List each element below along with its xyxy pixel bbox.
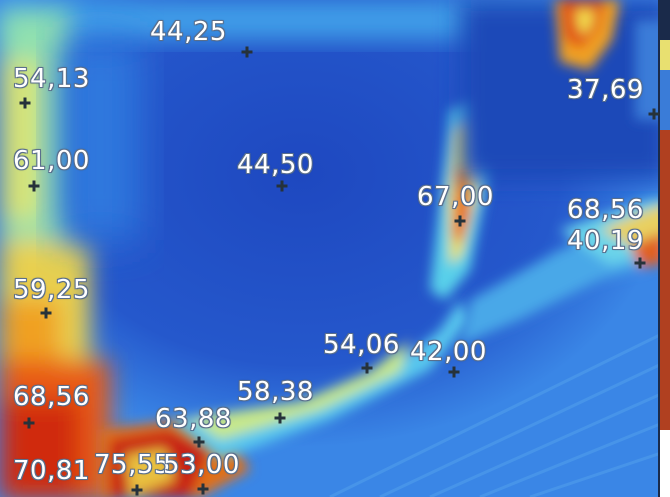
temperature-label: 58,38 (237, 377, 314, 407)
measurement-crosshair-icon (276, 180, 288, 192)
temperature-label: 67,00 (417, 182, 494, 212)
measurement-crosshair-icon (241, 46, 253, 58)
measurement-crosshair-icon (28, 180, 40, 192)
temperature-label: 61,00 (13, 146, 90, 176)
temperature-label: 54,06 (323, 330, 400, 360)
measurement-crosshair-icon (193, 436, 205, 448)
measurement-crosshair-icon (19, 97, 31, 109)
temperature-label: 44,50 (237, 150, 314, 180)
measurement-crosshair-icon (361, 362, 373, 374)
temperature-label: 40,19 (567, 226, 644, 256)
measurement-crosshair-icon (274, 412, 286, 424)
measurement-crosshair-icon (634, 257, 646, 269)
measurement-crosshair-icon (454, 215, 466, 227)
measurement-crosshair-icon (131, 484, 143, 496)
temperature-label: 53,00 (163, 450, 240, 480)
temperature-label: 54,13 (13, 64, 90, 94)
temperature-label: 68,56 (13, 382, 90, 412)
measurement-crosshair-icon (448, 366, 460, 378)
measurement-crosshair-icon (40, 307, 52, 319)
temperature-label: 59,25 (13, 275, 90, 305)
temperature-label: 68,56 (567, 195, 644, 225)
temperature-label: 70,81 (13, 456, 90, 486)
temperature-label: 63,88 (155, 404, 232, 434)
measurement-crosshair-icon (648, 108, 660, 120)
measurement-crosshair-icon (197, 483, 209, 495)
measurement-crosshair-icon (23, 417, 35, 429)
temperature-label: 75,55 (94, 450, 171, 480)
temperature-label: 37,69 (567, 75, 644, 105)
temperature-label: 42,00 (410, 337, 487, 367)
temperature-label: 44,25 (150, 17, 227, 47)
